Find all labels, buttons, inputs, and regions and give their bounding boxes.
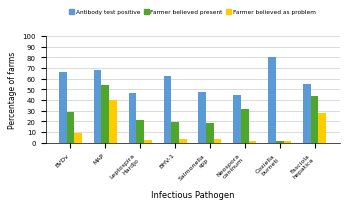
Bar bbox=[163, 77, 171, 143]
Y-axis label: Percentage of farms: Percentage of farms bbox=[8, 51, 17, 128]
Bar bbox=[59, 73, 66, 143]
Bar bbox=[74, 133, 82, 143]
Bar bbox=[284, 142, 291, 143]
Bar bbox=[129, 94, 136, 143]
Bar bbox=[102, 85, 109, 143]
Bar bbox=[136, 121, 144, 143]
Bar bbox=[66, 112, 74, 143]
X-axis label: Infectious Pathogen: Infectious Pathogen bbox=[151, 190, 234, 199]
Bar bbox=[233, 95, 241, 143]
Bar bbox=[144, 141, 152, 143]
Bar bbox=[206, 124, 214, 143]
Bar bbox=[109, 100, 117, 143]
Legend: Antibody test positive, Farmer believed present, Farmer believed as problem: Antibody test positive, Farmer believed … bbox=[67, 8, 318, 18]
Bar bbox=[303, 84, 311, 143]
Bar bbox=[241, 110, 249, 143]
Bar bbox=[276, 142, 284, 143]
Bar bbox=[214, 140, 222, 143]
Bar bbox=[198, 93, 206, 143]
Bar bbox=[179, 140, 187, 143]
Bar bbox=[318, 113, 326, 143]
Bar bbox=[249, 142, 256, 143]
Bar bbox=[171, 123, 179, 143]
Bar bbox=[268, 58, 276, 143]
Bar bbox=[94, 71, 102, 143]
Bar bbox=[311, 96, 318, 143]
